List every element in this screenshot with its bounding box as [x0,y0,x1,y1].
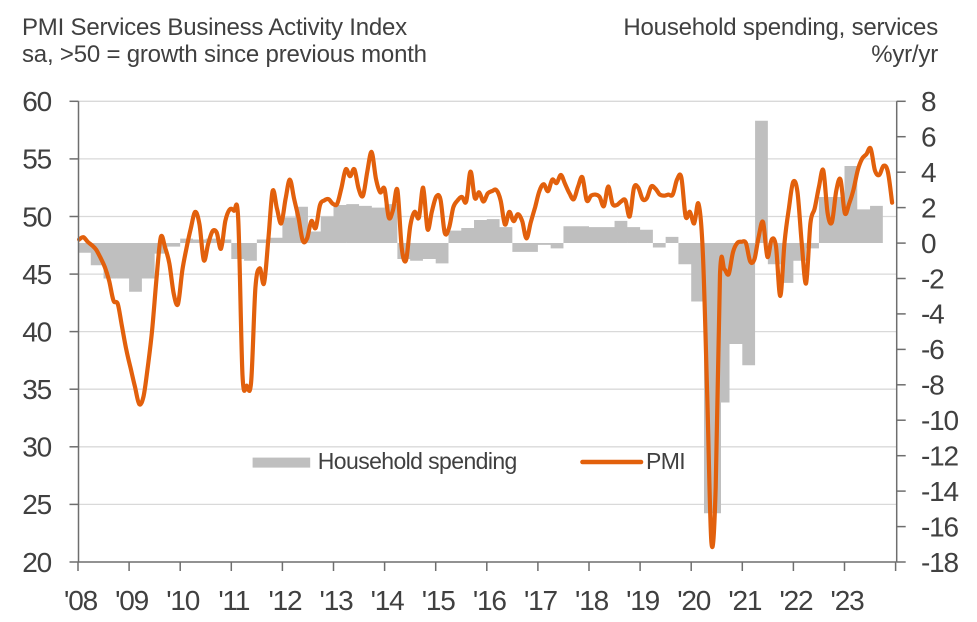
svg-text:-6: -6 [921,334,944,365]
svg-text:-2: -2 [921,263,944,294]
svg-text:8: 8 [921,86,936,117]
svg-text:'16: '16 [473,585,507,616]
svg-text:45: 45 [22,259,51,290]
svg-text:-8: -8 [921,370,944,401]
svg-text:60: 60 [22,86,51,117]
svg-text:'10: '10 [166,585,200,616]
svg-text:sa, >50 = growth since previou: sa, >50 = growth since previous month [22,41,427,68]
svg-text:-14: -14 [921,476,958,507]
svg-text:'18: '18 [575,585,609,616]
svg-text:-10: -10 [921,405,958,436]
svg-text:%yr/yr: %yr/yr [871,41,938,68]
svg-text:'11: '11 [218,585,249,616]
svg-text:25: 25 [22,489,51,520]
svg-text:50: 50 [22,201,51,232]
svg-text:'23: '23 [831,585,865,616]
svg-text:'14: '14 [371,585,405,616]
svg-text:20: 20 [22,547,51,578]
svg-text:'20: '20 [677,585,711,616]
svg-text:-12: -12 [921,441,958,472]
svg-text:'22: '22 [779,585,813,616]
svg-text:35: 35 [22,374,51,405]
svg-text:6: 6 [921,122,936,153]
svg-text:'09: '09 [115,585,149,616]
svg-text:PMI: PMI [646,448,685,474]
svg-text:'13: '13 [320,585,354,616]
svg-text:'19: '19 [626,585,660,616]
svg-text:2: 2 [921,192,936,223]
svg-text:Household spending, services: Household spending, services [623,14,938,41]
svg-text:-16: -16 [921,511,958,542]
svg-text:'08: '08 [64,585,98,616]
svg-text:Household spending: Household spending [318,448,517,474]
svg-text:4: 4 [921,157,936,188]
svg-text:'12: '12 [268,585,302,616]
svg-text:'15: '15 [422,585,456,616]
svg-text:55: 55 [22,144,51,175]
svg-text:'17: '17 [524,585,558,616]
svg-text:'21: '21 [728,585,762,616]
svg-text:30: 30 [22,432,51,463]
svg-text:-4: -4 [921,299,944,330]
svg-text:40: 40 [22,316,51,347]
svg-text:-18: -18 [921,547,958,578]
svg-text:0: 0 [921,228,936,259]
svg-text:PMI Services Business Activity: PMI Services Business Activity Index [22,14,407,41]
